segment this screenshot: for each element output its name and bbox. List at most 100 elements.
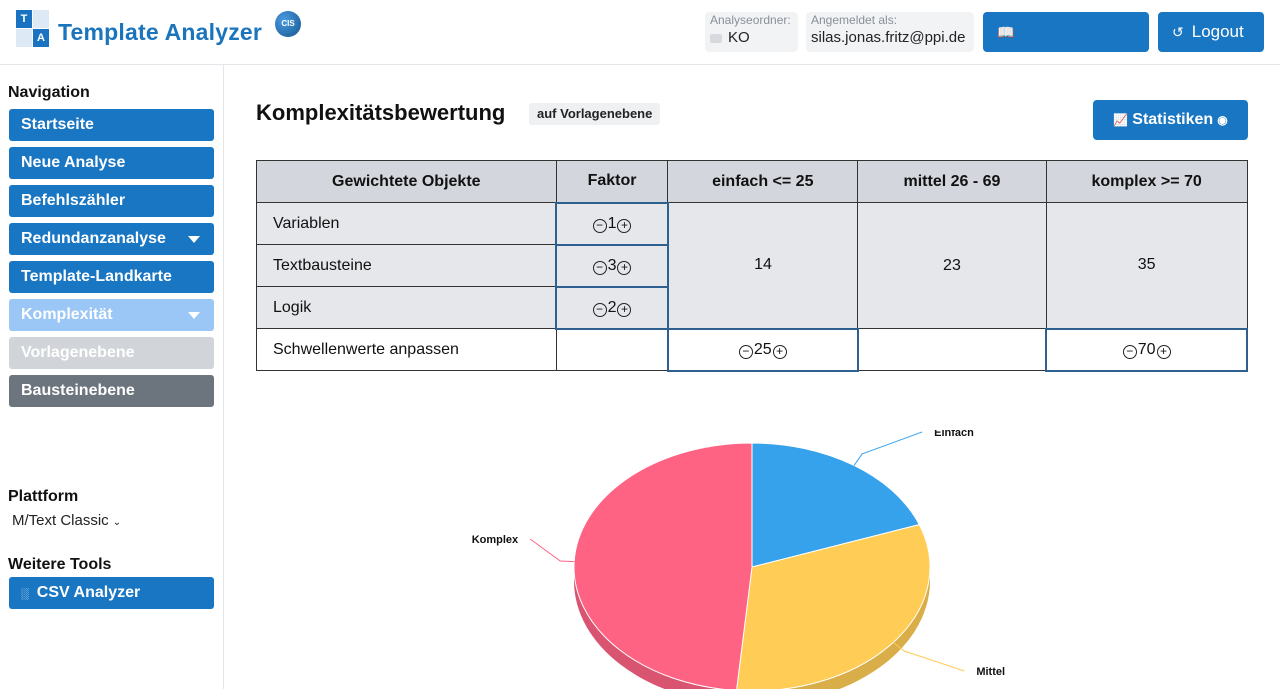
pie-slice-komplex[interactable] <box>573 442 753 692</box>
app-title: Template Analyzer <box>58 19 263 45</box>
pie-label-einfach: Einfach <box>934 430 974 439</box>
pie-label-komplex: Komplex <box>472 534 519 546</box>
tools-heading: Weitere Tools <box>8 556 112 573</box>
sidebar-item-label: Template-Landkarte <box>21 268 172 285</box>
logout-button[interactable]: ↺ Logout <box>1158 12 1264 52</box>
sidebar-item-label: Neue Analyse <box>21 154 126 171</box>
bar-chart-icon: ░ <box>21 588 29 600</box>
object-name: Logik <box>256 286 557 329</box>
plus-circle-icon[interactable]: + <box>1156 344 1171 359</box>
threshold-value: 70 <box>1137 340 1156 358</box>
page-title: Komplexitätsbewertung <box>256 100 506 125</box>
pie-leader-line <box>529 538 575 563</box>
pie-label-mittel: Mittel <box>976 666 1005 678</box>
table-row: Logik −2 + <box>256 285 1248 330</box>
object-name: Textbausteine <box>256 244 557 287</box>
folder-icon <box>710 33 722 43</box>
sidebar-item-template-landkarte[interactable]: Template-Landkarte <box>9 261 214 293</box>
column-header: Gewichtete Objekte <box>256 160 557 203</box>
sidebar-item-startseite[interactable]: Startseite <box>9 109 214 141</box>
eye-icon: ◉ <box>1217 113 1228 127</box>
statistics-button[interactable]: 📈 Statistiken ◉ <box>1093 100 1248 140</box>
statistics-label: Statistiken <box>1132 111 1214 128</box>
threshold-value: 25 <box>753 340 772 358</box>
minus-circle-icon[interactable]: − <box>592 302 607 317</box>
sidebar-item-label: Startseite <box>21 116 94 133</box>
column-header: Faktor <box>555 160 669 203</box>
sidebar-item-redundanzanalyse[interactable]: Redundanzanalyse <box>9 223 214 255</box>
level-badge: auf Vorlagenebene <box>529 103 661 125</box>
sidebar-item-vorlagenebene[interactable]: Vorlagenebene <box>9 337 214 369</box>
pie-leader-line <box>892 642 965 672</box>
documentation-button[interactable]: 📖 Dokumentation <box>983 12 1149 81</box>
documentation-label: Dokumentation <box>997 62 1112 81</box>
plus-circle-icon[interactable]: + <box>617 260 632 275</box>
sidebar-item-neue-analyse[interactable]: Neue Analyse <box>9 147 214 179</box>
sidebar-item-label: Bausteinebene <box>21 382 135 399</box>
complexity-pie-chart: Einfach Mittel Komplex <box>470 427 1010 694</box>
empty-cell <box>555 328 669 371</box>
csv-analyzer-button[interactable]: ░ CSV Analyzer <box>9 577 214 609</box>
complexity-table: Gewichtete Objekte Faktor einfach <= 25 … <box>256 160 1248 372</box>
user-label: Angemeldet als: <box>811 13 898 27</box>
pie-slice-einfach[interactable] <box>751 442 921 568</box>
pie-side-mittel <box>736 567 930 694</box>
folder-info: Analyseordner: KO <box>705 12 798 52</box>
folder-label: Analyseordner: <box>710 13 791 27</box>
logout-icon: ↺ <box>1172 24 1184 40</box>
column-header: komplex >= 70 <box>1045 160 1248 203</box>
sidebar-item-label: Vorlagenebene <box>21 344 135 361</box>
minus-circle-icon[interactable]: − <box>592 218 607 233</box>
plus-circle-icon[interactable]: + <box>617 302 632 317</box>
user-info: Angemeldet als: silas.jonas.fritz@ppi.de <box>806 12 974 52</box>
top-bar: T A Template Analyzer CIS Analyseordner:… <box>0 0 1280 81</box>
caret-down-icon <box>188 236 200 243</box>
count-mittel: 23 <box>857 202 1047 329</box>
sidebar-item-label: Befehlszähler <box>21 192 126 209</box>
object-name: Variablen <box>256 202 557 245</box>
sidebar-item-befehlszaehler[interactable]: Befehlszähler <box>9 185 214 217</box>
plus-circle-icon[interactable]: + <box>772 344 787 359</box>
count-komplex: 35 <box>1045 202 1248 329</box>
sidebar: Navigation Startseite Neue Analyse Befeh… <box>0 65 224 689</box>
column-header: mittel 26 - 69 <box>857 160 1047 203</box>
factor-value: 3 <box>607 256 617 274</box>
csv-analyzer-label: CSV Analyzer <box>36 584 141 601</box>
table-row: Schwellenwerte anpassen −25 + −70 + <box>256 327 1248 372</box>
logo-letter-t: T <box>16 10 32 28</box>
minus-circle-icon[interactable]: − <box>592 260 607 275</box>
book-icon: 📖 <box>997 24 1015 40</box>
sidebar-item-label: Redundanzanalyse <box>21 230 166 247</box>
factor-stepper[interactable]: −2 + <box>555 285 669 330</box>
platform-select[interactable]: M/Text Classic ⌄ <box>12 512 121 529</box>
table-row: Textbausteine −3 + <box>256 243 1248 288</box>
sidebar-item-bausteinebene[interactable]: Bausteinebene <box>9 375 214 407</box>
factor-stepper[interactable]: −1 + <box>555 201 669 246</box>
minus-circle-icon[interactable]: − <box>738 344 753 359</box>
plus-circle-icon[interactable]: + <box>617 218 632 233</box>
pie-leader-line <box>853 431 923 466</box>
platform-heading: Plattform <box>8 488 79 505</box>
factor-stepper[interactable]: −3 + <box>555 243 669 288</box>
folder-value: KO <box>728 29 750 46</box>
sidebar-item-komplexitaet[interactable]: Komplexität <box>9 299 214 331</box>
caret-down-icon <box>188 312 200 319</box>
threshold-simple-stepper[interactable]: −25 + <box>666 327 859 372</box>
chevron-down-icon: ⌄ <box>112 517 122 528</box>
sidebar-item-label: Komplexität <box>21 306 113 323</box>
chart-icon: 📈 <box>1113 113 1129 127</box>
user-value: silas.jonas.fritz@ppi.de <box>811 29 966 46</box>
table-row: Variablen −1 + 14 23 35 <box>256 201 1248 329</box>
threshold-complex-stepper[interactable]: −70 + <box>1045 327 1248 372</box>
threshold-row-label: Schwellenwerte anpassen <box>256 328 557 371</box>
empty-cell <box>857 328 1047 371</box>
minus-circle-icon[interactable]: − <box>1122 344 1137 359</box>
count-einfach: 14 <box>667 202 859 329</box>
platform-value: M/Text Classic <box>12 512 109 529</box>
logout-label: Logout <box>1191 22 1244 41</box>
logo-letter-a: A <box>33 29 49 47</box>
navigation-heading: Navigation <box>8 84 90 101</box>
cis-badge: CIS <box>275 11 301 37</box>
app-logo-icon: T A <box>16 10 50 48</box>
factor-value: 1 <box>607 214 617 232</box>
